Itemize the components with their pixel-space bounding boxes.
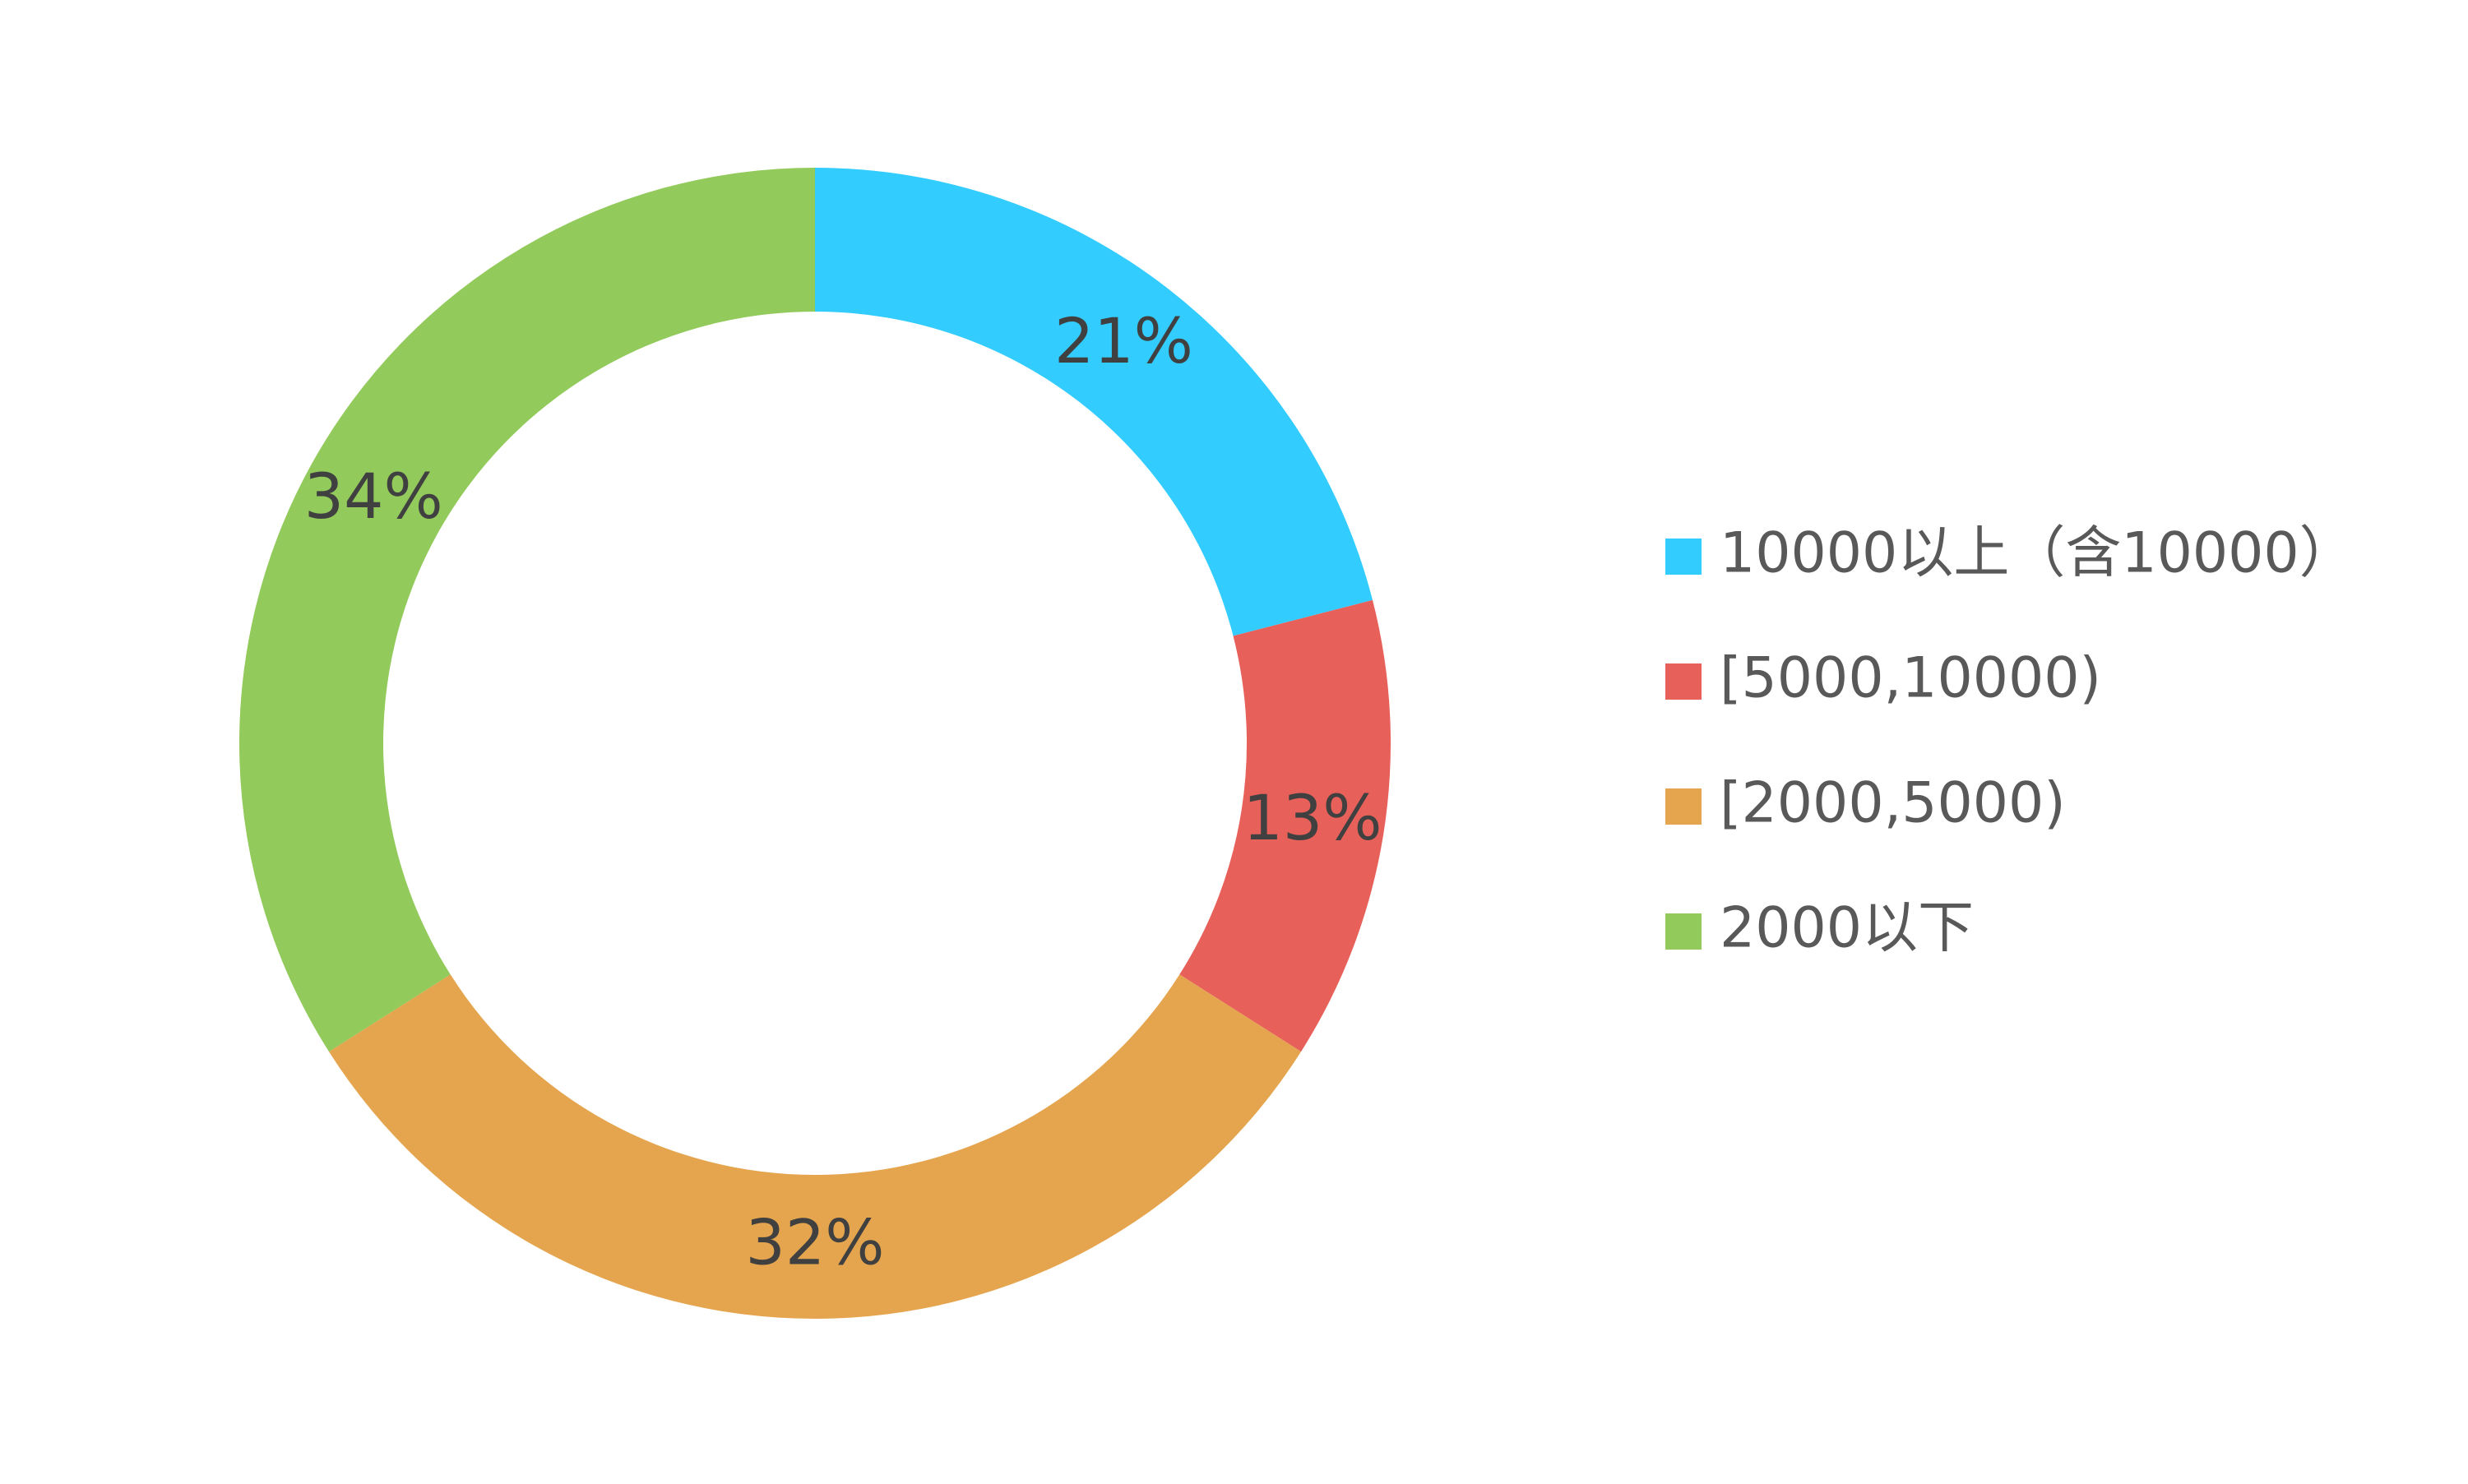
legend-swatch bbox=[1665, 788, 1702, 825]
legend-text: [2000,5000) bbox=[1720, 771, 2066, 836]
data-label: 13% bbox=[1243, 781, 1382, 854]
legend-swatch bbox=[1665, 539, 1702, 575]
donut-segment bbox=[815, 168, 1373, 636]
legend-text: [5000,10000) bbox=[1720, 646, 2101, 711]
donut-segment bbox=[1179, 599, 1391, 1052]
legend-swatch bbox=[1665, 663, 1702, 700]
data-label: 34% bbox=[304, 460, 443, 533]
donut-segment bbox=[328, 974, 1302, 1319]
legend-text: 10000以上（含10000） bbox=[1720, 521, 2355, 586]
data-label: 32% bbox=[746, 1205, 885, 1278]
donut-segment bbox=[238, 167, 815, 1052]
legend-text: 2000以下 bbox=[1720, 896, 1974, 961]
data-label: 21% bbox=[1054, 304, 1193, 377]
legend-swatch bbox=[1665, 913, 1702, 950]
